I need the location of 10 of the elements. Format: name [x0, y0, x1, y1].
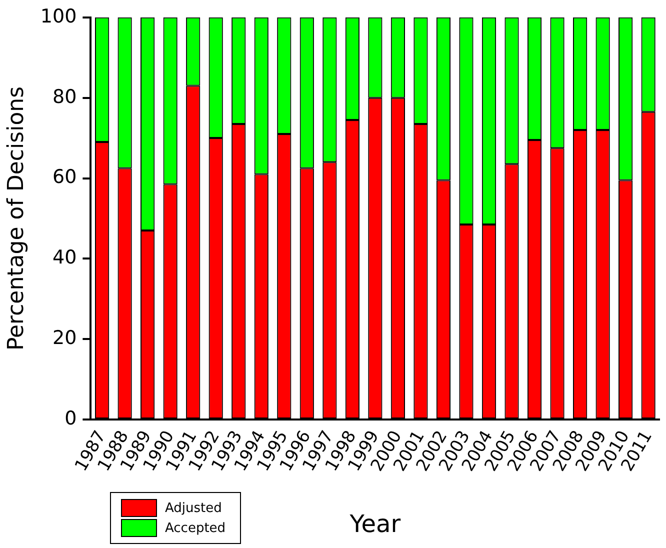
legend-label: Adjusted: [165, 500, 222, 516]
y-tick-label: 100: [40, 5, 77, 28]
y-tick-label: 20: [52, 327, 77, 350]
y-tick-label: 60: [52, 166, 77, 188]
y-axis-title: Percentage of Decisions: [4, 86, 29, 351]
y-tick-label: 0: [64, 407, 77, 430]
y-tick-label: 80: [52, 86, 77, 108]
x-axis-title: Year: [348, 510, 401, 538]
legend-label: Accepted: [165, 520, 226, 536]
y-tick-label: 40: [52, 246, 77, 269]
